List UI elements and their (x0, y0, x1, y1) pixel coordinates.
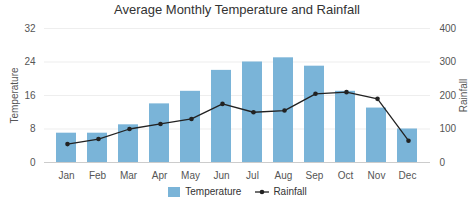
svg-text:Rainfall: Rainfall (458, 79, 469, 112)
svg-text:Dec: Dec (399, 170, 417, 181)
svg-text:May: May (181, 170, 200, 181)
svg-text:Aug: Aug (275, 170, 293, 181)
svg-text:200: 200 (440, 90, 457, 101)
svg-text:100: 100 (440, 123, 457, 134)
svg-text:Jun: Jun (213, 170, 229, 181)
html-text:Temperature: Temperature (185, 186, 242, 197)
svg-text:400: 400 (440, 23, 457, 34)
html-text:Average Monthly Temperature an: Average Monthly Temperature and Rainfall (114, 2, 360, 17)
svg-text:Sep: Sep (306, 170, 324, 181)
svg-text:24: 24 (24, 56, 36, 67)
svg-text:32: 32 (24, 23, 36, 34)
svg-text:Oct: Oct (338, 170, 354, 181)
svg-text:0: 0 (440, 157, 446, 168)
svg-text:Apr: Apr (152, 170, 168, 181)
svg-text:Nov: Nov (368, 170, 386, 181)
svg-text:16: 16 (24, 90, 36, 101)
svg-text:Temperature: Temperature (9, 67, 20, 124)
svg-text:8: 8 (30, 123, 36, 134)
svg-text:Feb: Feb (89, 170, 107, 181)
html-text:Rainfall: Rainfall (273, 186, 307, 197)
svg-text:Jan: Jan (58, 170, 74, 181)
svg-text:0: 0 (30, 157, 36, 168)
svg-text:300: 300 (440, 56, 457, 67)
svg-text:Jul: Jul (246, 170, 259, 181)
svg-text:Mar: Mar (120, 170, 138, 181)
